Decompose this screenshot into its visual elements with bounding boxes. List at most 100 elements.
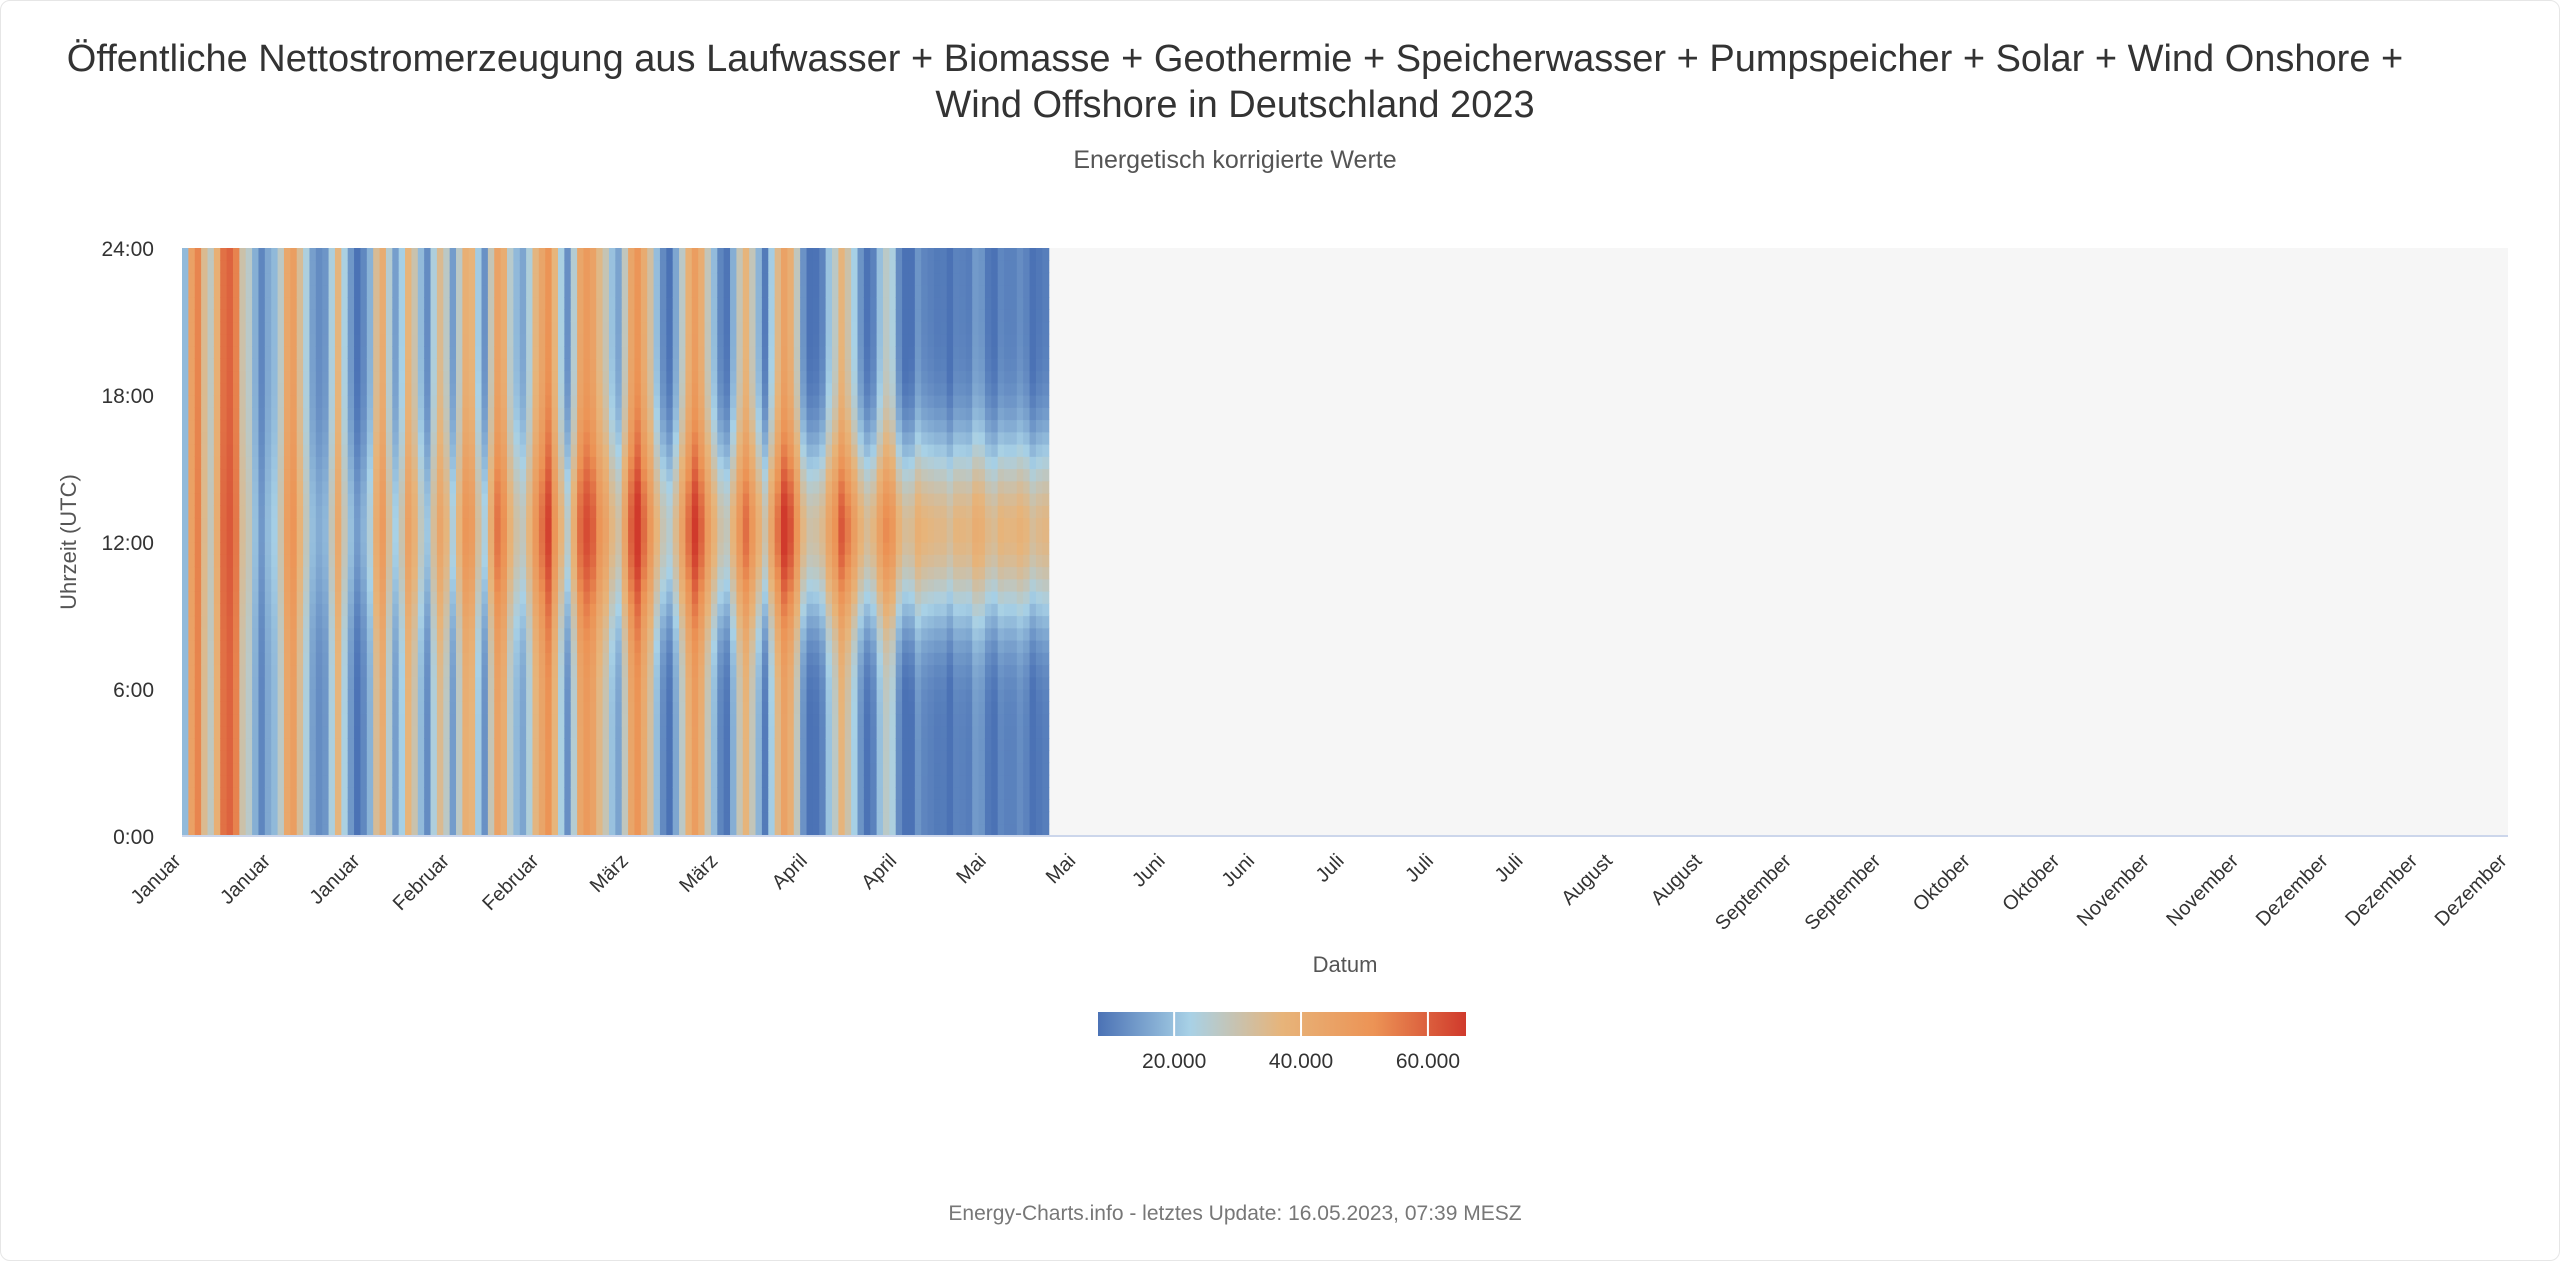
- heatmap-cell: [691, 750, 699, 764]
- heatmap-cell: [551, 823, 559, 837]
- heatmap-cell: [608, 309, 616, 323]
- heatmap-cell: [781, 664, 788, 678]
- heatmap-cell: [436, 260, 444, 274]
- heatmap-cell: [487, 260, 495, 274]
- heatmap-cell: [443, 333, 451, 347]
- heatmap-cell: [596, 346, 604, 359]
- heatmap-cell: [245, 358, 253, 372]
- heatmap-cell: [392, 701, 400, 715]
- heatmap-cell: [309, 689, 317, 702]
- heatmap-cell: [315, 358, 323, 372]
- heatmap-cell: [538, 554, 546, 568]
- heatmap-cell: [207, 738, 215, 751]
- heatmap-cell: [232, 652, 240, 666]
- heatmap-cell: [583, 517, 591, 531]
- heatmap-cell: [653, 652, 661, 666]
- heatmap-cell: [564, 480, 572, 494]
- heatmap-cell: [182, 787, 189, 800]
- heatmap-cell: [271, 762, 279, 776]
- heatmap-cell: [653, 542, 661, 555]
- heatmap-cell: [730, 529, 738, 543]
- heatmap-cell: [424, 456, 432, 470]
- heatmap-cell: [615, 370, 623, 384]
- heatmap-cell: [188, 407, 196, 421]
- heatmap-cell: [691, 566, 699, 580]
- heatmap-cell: [475, 333, 483, 347]
- heatmap-cell: [258, 664, 266, 678]
- heatmap-cell: [468, 358, 476, 372]
- heatmap-cell: [315, 542, 323, 555]
- heatmap-cell: [749, 517, 757, 531]
- heatmap-cell: [232, 689, 240, 702]
- heatmap-cell: [449, 652, 457, 666]
- heatmap-cell: [220, 774, 228, 788]
- heatmap-cell: [188, 297, 196, 310]
- heatmap-cell: [800, 823, 808, 837]
- heatmap-cell: [487, 309, 495, 323]
- heatmap-cell: [608, 811, 616, 825]
- heatmap-cell: [596, 358, 604, 372]
- heatmap-cell: [347, 333, 355, 347]
- heatmap-cell: [303, 444, 311, 457]
- heatmap-cell: [602, 395, 610, 408]
- heatmap-cell: [532, 615, 540, 629]
- heatmap-cell: [787, 542, 795, 555]
- heatmap-cell: [436, 627, 444, 641]
- heatmap-cell: [672, 713, 680, 727]
- heatmap-cell: [793, 652, 801, 666]
- heatmap-cell: [462, 407, 470, 421]
- heatmap-cell: [213, 248, 221, 261]
- heatmap-cell: [494, 591, 502, 604]
- heatmap-cell: [551, 676, 559, 690]
- heatmap-cell: [710, 395, 718, 408]
- heatmap-cell: [258, 762, 266, 776]
- heatmap-cell: [405, 811, 413, 825]
- heatmap-cell: [545, 689, 553, 702]
- heatmap-cell: [691, 664, 699, 678]
- heatmap-cell: [755, 542, 763, 555]
- heatmap-cell: [194, 615, 202, 629]
- heatmap-cell: [838, 260, 846, 274]
- heatmap-cell: [475, 395, 483, 408]
- heatmap-cell: [430, 248, 438, 261]
- heatmap-cell: [443, 591, 451, 604]
- heatmap-cell: [360, 346, 368, 359]
- heatmap-cell: [182, 640, 189, 653]
- heatmap-cell: [475, 615, 483, 629]
- heatmap-cell: [532, 750, 540, 764]
- heatmap-cell: [500, 542, 508, 555]
- heatmap-cell: [366, 358, 374, 372]
- heatmap-cell: [781, 529, 788, 543]
- heatmap-cell: [691, 444, 699, 457]
- heatmap-cell: [385, 566, 393, 580]
- heatmap-cell: [443, 419, 451, 433]
- heatmap-cell: [634, 811, 642, 825]
- heatmap-cell: [494, 321, 502, 335]
- heatmap-cell: [436, 603, 444, 617]
- heatmap-cell: [704, 664, 712, 678]
- heatmap-cell: [730, 603, 738, 617]
- heatmap-cell: [723, 468, 731, 482]
- heatmap-cell: [245, 431, 253, 445]
- heatmap-cell: [309, 627, 317, 641]
- heatmap-cell: [742, 762, 750, 776]
- heatmap-cell: [704, 260, 712, 274]
- heatmap-cell: [481, 578, 489, 592]
- heatmap-cell: [589, 787, 597, 800]
- heatmap-cell: [736, 370, 744, 384]
- heatmap-cell: [443, 542, 451, 555]
- heatmap-cell: [551, 468, 559, 482]
- heatmap-cell: [819, 603, 827, 617]
- heatmap-cell: [659, 272, 667, 286]
- heatmap-cell: [207, 627, 215, 641]
- heatmap-cell: [698, 774, 706, 788]
- heatmap-cell: [564, 750, 572, 764]
- heatmap-cell: [296, 627, 304, 641]
- heatmap-cell: [398, 431, 406, 445]
- heatmap-cell: [545, 750, 553, 764]
- heatmap-cell: [290, 529, 298, 543]
- heatmap-cell: [730, 566, 738, 580]
- heatmap-cell: [545, 811, 553, 825]
- heatmap-cell: [462, 542, 470, 555]
